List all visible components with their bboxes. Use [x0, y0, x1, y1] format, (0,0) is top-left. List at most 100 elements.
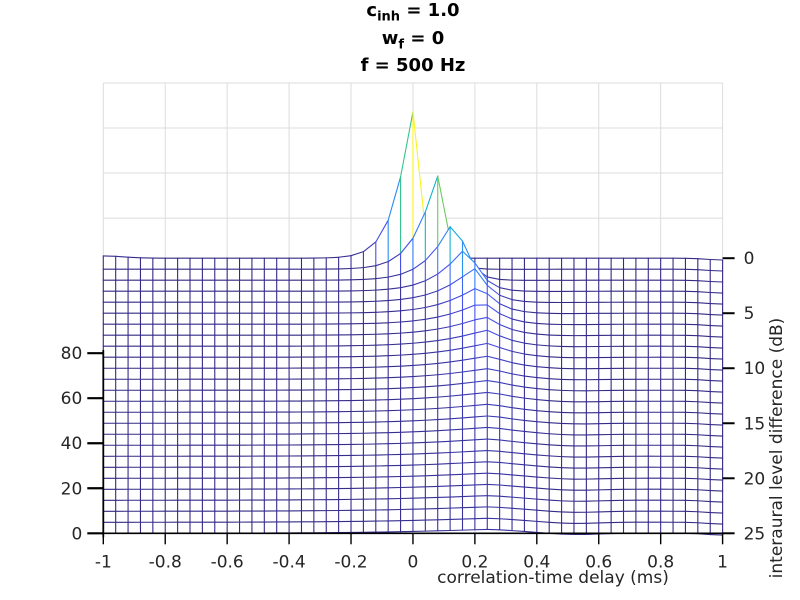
x-ticks: -1 -0.8 -0.6 -0.4 -0.2 0 0.2 0.4 0.6 0.8 1 — [95, 533, 728, 572]
mesh-row-line — [461, 288, 476, 296]
title-line-3-text: f = 500 Hz — [360, 55, 466, 77]
mesh-row-line — [424, 441, 439, 444]
mesh-row-line — [511, 318, 525, 323]
mesh-row-line — [474, 403, 488, 406]
mesh-row-line — [338, 255, 352, 258]
mesh-row-line — [387, 354, 402, 357]
mesh-row-line — [437, 395, 451, 398]
mesh-row-line — [387, 332, 402, 335]
mesh-row-line — [709, 457, 724, 459]
mesh-row-line — [511, 395, 525, 399]
mesh-row-line — [424, 362, 439, 366]
mesh-row-line — [709, 501, 724, 503]
mesh-row-line — [486, 426, 501, 429]
mesh-row-line — [400, 308, 414, 312]
mesh-row-line — [499, 506, 513, 509]
mesh-row-line — [437, 337, 451, 342]
mesh-row-line — [424, 175, 439, 213]
mesh-row-line — [400, 320, 414, 323]
mesh-row-line — [523, 342, 538, 346]
mesh-row-line — [486, 284, 501, 296]
mesh-row-line — [449, 322, 464, 328]
mesh-row-line — [499, 495, 513, 498]
mesh-row-line — [548, 345, 563, 347]
mesh-surface — [102, 111, 724, 536]
x-tick-label: -0.2 — [334, 552, 367, 572]
mesh-row-line — [709, 490, 724, 492]
mesh-row-line — [412, 211, 426, 239]
mesh-row-line — [362, 241, 377, 253]
mesh-row-line — [548, 411, 563, 413]
mesh-row-line — [400, 364, 414, 367]
mesh-row-line — [400, 331, 414, 334]
mesh-row-line — [697, 478, 711, 481]
mesh-row-line — [486, 449, 501, 452]
mesh-row-line — [461, 484, 476, 486]
mesh-row-line — [523, 464, 538, 467]
mesh-row-line — [486, 342, 501, 349]
mesh-row-line — [499, 461, 513, 465]
mesh-row-line — [449, 473, 464, 476]
mesh-row-line — [486, 472, 501, 475]
mesh-row-line — [548, 499, 563, 502]
mesh-row-line — [362, 278, 377, 280]
mesh-row-line — [449, 294, 464, 302]
title-line-1-text: c — [366, 0, 378, 21]
x-tick-label: -0.4 — [273, 552, 306, 572]
mesh-row-line — [412, 352, 426, 355]
mesh-row-line — [449, 405, 464, 409]
mesh-row-line — [523, 386, 538, 390]
mesh-row-line — [709, 468, 724, 470]
mesh-row-line — [412, 341, 426, 344]
mesh-row-line — [400, 409, 414, 411]
mesh-row-line — [709, 512, 724, 514]
mesh-row-line — [486, 495, 501, 497]
mesh-row-line — [499, 416, 513, 420]
mesh-row-line — [511, 507, 525, 510]
right-tick-label: 15 — [744, 414, 766, 434]
mesh-row-line — [709, 368, 724, 371]
mesh-row-line — [437, 440, 451, 443]
mesh-face-strip — [103, 288, 723, 326]
mesh-row-line — [375, 322, 389, 324]
mesh-row-line — [461, 439, 476, 442]
mesh-row-line — [709, 324, 724, 327]
mesh-row-line — [375, 276, 389, 280]
mesh-row-line — [486, 279, 501, 289]
mesh-row-line — [486, 329, 501, 337]
mesh-row-line — [474, 380, 488, 383]
mesh-row-line — [548, 444, 563, 447]
mesh-row-line — [412, 294, 426, 299]
mesh-row-line — [536, 443, 550, 446]
mesh-row-line — [449, 335, 464, 340]
mesh-row-line — [523, 442, 538, 445]
mesh-face-strip — [103, 268, 723, 315]
mesh-row-line — [115, 255, 129, 258]
mesh-row-line — [437, 463, 451, 465]
mesh-row-line — [350, 251, 364, 257]
mesh-row-line — [511, 289, 525, 292]
mesh-row-line — [400, 376, 414, 378]
mesh-row-line — [499, 439, 513, 442]
mesh-row-line — [387, 365, 402, 368]
mesh-row-line — [697, 335, 711, 338]
mesh-row-line — [499, 518, 513, 521]
mesh-row-line — [499, 335, 513, 341]
mesh-row-line — [461, 427, 476, 430]
mesh-row-line — [486, 355, 501, 360]
mesh-row-line — [511, 362, 525, 366]
mesh-row-line — [375, 261, 389, 267]
mesh-row-line — [424, 316, 439, 320]
mesh-row-line — [461, 393, 476, 396]
right-axis-label: interaural level difference (dB) — [767, 317, 787, 579]
mesh-row-line — [486, 293, 501, 305]
mesh-row-line — [412, 364, 426, 367]
mesh-row-line — [548, 510, 563, 513]
mesh-row-line — [709, 258, 724, 261]
mesh-row-line — [697, 280, 711, 283]
mesh-row-line — [424, 351, 439, 354]
mesh-row-line — [536, 388, 550, 391]
mesh-row-line — [511, 373, 525, 377]
mesh-row-line — [548, 455, 563, 458]
